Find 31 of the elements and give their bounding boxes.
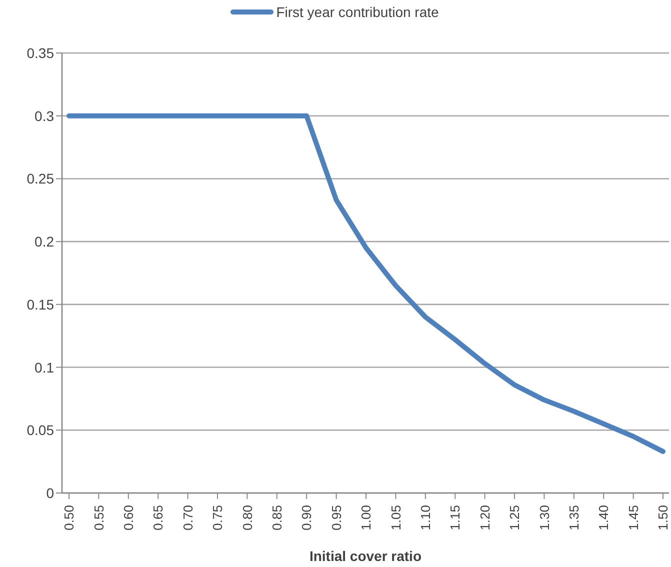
x-tick-label: 1.45 xyxy=(626,505,641,530)
x-tick-label: 1.05 xyxy=(388,505,404,530)
x-tick-label: 1.20 xyxy=(477,505,492,530)
x-tick-label: 0.55 xyxy=(91,505,106,530)
y-tick-label: 0.2 xyxy=(34,234,54,250)
x-tick-label: 0.50 xyxy=(62,505,77,530)
legend-label: First year contribution rate xyxy=(276,4,439,20)
y-tick-label: 0.35 xyxy=(26,44,54,61)
x-axis-title: Initial cover ratio xyxy=(309,548,422,564)
x-tick-label: 0.60 xyxy=(120,505,136,530)
x-tick-label: 1.25 xyxy=(507,505,522,530)
x-tick-label: 1.15 xyxy=(448,505,463,530)
x-tick-label: 1.40 xyxy=(596,505,612,530)
y-tick-label: 0.1 xyxy=(34,359,54,376)
y-tick-label: 0.15 xyxy=(26,296,54,312)
x-tick-label: 0.65 xyxy=(150,505,166,530)
x-tick-label: 1.50 xyxy=(656,505,671,530)
y-tick-label: 0 xyxy=(46,484,54,501)
y-tick-label: 0.05 xyxy=(26,422,54,438)
x-tick-label: 0.70 xyxy=(180,505,196,530)
x-tick-label: 1.35 xyxy=(566,505,582,530)
x-tick-label: 0.85 xyxy=(269,505,284,530)
y-tick-label: 0.25 xyxy=(26,170,54,187)
x-tick-label: 1.30 xyxy=(536,505,552,530)
y-tick-label: 0.3 xyxy=(34,108,54,124)
x-tick-label: 0.80 xyxy=(240,505,255,530)
x-tick-label: 0.90 xyxy=(299,505,314,530)
x-tick-label: 0.75 xyxy=(210,505,226,530)
x-tick-label: 0.95 xyxy=(328,505,344,530)
x-tick-label: 1.00 xyxy=(358,505,374,530)
x-tick-label: 1.10 xyxy=(418,505,433,530)
